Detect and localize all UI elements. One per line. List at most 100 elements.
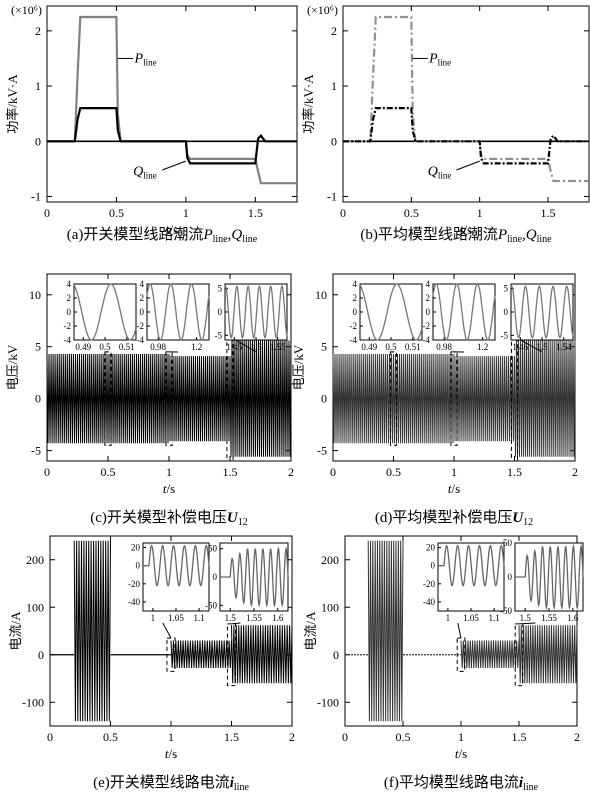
inset-x-tick-label: 1.6: [272, 613, 284, 623]
y-axis-label: 电压/kV: [5, 344, 20, 390]
inset-x-tick-label: 1.55: [541, 613, 557, 623]
annotation-p-line: Pline: [428, 51, 451, 67]
x-tick-label: 0.5: [103, 730, 118, 744]
waveform-i-line: [460, 640, 520, 669]
inset-waveform: [220, 546, 289, 608]
y-tick-label: 2: [35, 24, 41, 38]
inset-y-tick-label: -4: [423, 335, 431, 345]
inset-y-tick-label: 0: [426, 307, 431, 317]
zoom-region-box: [166, 637, 176, 672]
chart-panel-b: 0 0.5 1 1.5-1012t/s功率/kV·A(×10⁶)PlineQline(…: [301, 3, 590, 245]
y-axis-label: 功率/kV·A: [5, 74, 20, 134]
inset-y-tick-label: 2: [353, 293, 358, 303]
y-exponent-label: (×10⁶): [307, 3, 338, 17]
inset-waveform: [143, 544, 210, 587]
inset-y-tick-label: 0: [431, 561, 436, 571]
inset-y-tick-label: -2: [137, 321, 145, 331]
x-tick-label: 2: [288, 465, 294, 479]
inset-waveform: [432, 283, 496, 341]
x-tick-label: 1: [451, 465, 457, 479]
y-tick-label: -1: [31, 189, 41, 203]
inset-y-tick-label: -4: [137, 335, 145, 345]
inset-x-tick-label: 1.5: [536, 342, 548, 352]
inset-y-tick-label: 2: [140, 293, 145, 303]
y-tick-label: 100: [26, 600, 44, 614]
inset-x-tick-label: 1.55: [270, 342, 286, 352]
inset-y-tick-label: -20: [423, 579, 435, 589]
x-axis-label: t/s: [165, 746, 177, 761]
x-tick-label: 0.5: [404, 206, 419, 220]
annotation-q-line: Qline: [133, 164, 157, 180]
y-tick-label: 200: [26, 553, 44, 567]
inset-x-tick-label: 1.46: [512, 342, 528, 352]
x-axis-label: t/s: [448, 481, 460, 496]
annotation-leader: [456, 160, 480, 171]
series-line-q-line: [343, 106, 589, 165]
x-tick-label: 1.5: [223, 465, 238, 479]
inset-x-tick-label: 0.5: [99, 342, 111, 352]
chart-panel-a: 0 0.5 1 1.5-1012t/s功率/kV·A(×10⁶)PlineQline(…: [5, 3, 298, 245]
inset-x-tick-label: 1: [446, 613, 451, 623]
inset-x-tick-label: 0.51: [119, 342, 135, 352]
figure-caption: (c)开关模型补偿电压U12: [90, 509, 248, 528]
x-tick-label: 1: [477, 206, 483, 220]
y-exponent-label: (×10⁶): [11, 3, 42, 17]
waveform-i-line: [231, 625, 293, 684]
x-tick-label: 2: [574, 730, 580, 744]
inset-x-tick-label: 1.1: [193, 613, 204, 623]
x-tick-label: 0: [44, 465, 50, 479]
inset-y-tick-label: -2: [350, 321, 358, 331]
inset-x-tick-label: 1.54: [556, 342, 572, 352]
x-tick-label: 1: [183, 206, 189, 220]
y-tick-label: 0: [35, 392, 41, 406]
inset-y-tick-label: 0: [213, 572, 218, 582]
x-tick-label: 0.5: [101, 465, 116, 479]
x-tick-label: 1: [168, 730, 174, 744]
annotation-leader: [162, 160, 187, 171]
y-tick-label: 0: [333, 648, 339, 662]
inset-x-tick-label: 0.98: [150, 342, 166, 352]
inset-plot: -40 -20 0 20 1 1.05 1.1: [423, 542, 505, 623]
inset-x-tick-label: 0.98: [436, 342, 452, 352]
zoom-leader: [518, 622, 536, 625]
x-tick-label: 1: [458, 730, 464, 744]
y-tick-label: 10: [29, 288, 41, 302]
y-tick-label: 0: [38, 648, 44, 662]
inset-frame: [437, 542, 505, 612]
inset-y-tick-label: 4: [426, 279, 431, 289]
waveform-u12: [46, 340, 292, 457]
y-tick-label: 0: [35, 134, 41, 148]
annotation-p-line: Pline: [134, 51, 157, 67]
x-axis-label: t/s: [455, 746, 467, 761]
x-tick-label: 0.5: [386, 465, 401, 479]
x-tick-label: 1.5: [507, 465, 522, 479]
chart-panel-f: 0 0.5 1 1.5 2 -100 0 100 200 t/s 电流/A -40 -20 0 20 1 1.0…: [303, 535, 584, 793]
inset-y-tick-label: -40: [423, 597, 435, 607]
inset-y-tick-label: 0: [508, 572, 513, 582]
inset-y-tick-label: 4: [67, 279, 72, 289]
inset-waveform: [515, 543, 584, 611]
figure-caption: (a)开关模型线路潮流Pline,Qline: [67, 226, 258, 245]
zoom-leader: [162, 622, 172, 639]
inset-y-tick-label: 0: [136, 561, 141, 571]
inset-y-tick-label: -5: [215, 330, 223, 340]
x-tick-label: 0: [340, 206, 346, 220]
inset-x-tick-label: 1: [151, 613, 156, 623]
inset-frame: [359, 283, 423, 341]
inset-y-tick-label: 0: [353, 307, 358, 317]
x-axis-label: t/s: [460, 222, 472, 237]
y-tick-label: -1: [327, 189, 337, 203]
waveform-i-line: [170, 640, 232, 669]
inset-y-tick-label: -5: [501, 330, 509, 340]
x-tick-label: 0: [47, 730, 53, 744]
inset-y-tick-label: -20: [128, 579, 140, 589]
y-tick-label: -5: [317, 444, 327, 458]
inset-waveform: [438, 544, 505, 587]
inset-x-tick-label: 1.55: [246, 613, 262, 623]
inset-y-tick-label: -50: [205, 600, 217, 610]
y-axis-label: 电压/kV: [291, 344, 306, 390]
y-tick-label: 1: [331, 79, 337, 93]
inset-x-tick-label: 1.05: [463, 613, 479, 623]
